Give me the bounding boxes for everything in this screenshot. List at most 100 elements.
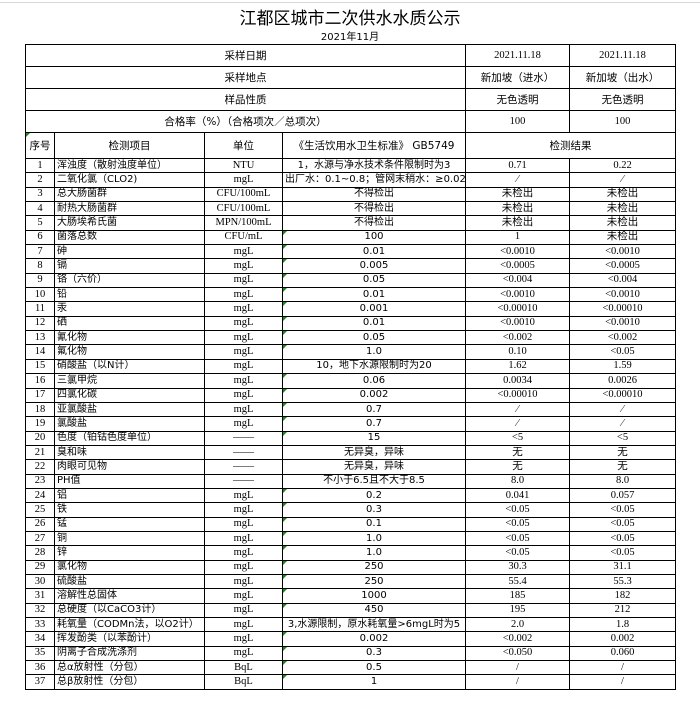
table-row: 20 色度（铂钴色度单位） —— 15 <5 <5 — [25, 430, 676, 446]
result-inlet: <0.0005 — [465, 258, 570, 274]
standard-limit: 0.01 — [282, 287, 466, 303]
result-outlet: / — [569, 674, 676, 690]
result-inlet: <0.0010 — [465, 244, 570, 260]
result-outlet: <0.05 — [569, 502, 676, 518]
result-inlet: 无 — [465, 444, 570, 461]
item-name: 铜 — [54, 530, 205, 547]
unit: —— — [204, 430, 283, 446]
standard-limit: 0.05 — [282, 330, 466, 346]
summary-row-pass-rate: 合格率（%）（合格项次／总项次） 100 100 — [25, 110, 676, 133]
summary-value-inlet: 新加坡（进水） — [465, 66, 570, 89]
result-outlet: <0.00010 — [569, 387, 676, 403]
table-row: 36 总α放射性（分包） BqL 0.5// — [25, 660, 676, 676]
unit: mgL — [204, 358, 283, 375]
table-row: 22 肉眼可见物 —— 无异臭，异味无无 — [25, 459, 676, 475]
summary-value-inlet: 2021.11.18 — [465, 44, 570, 67]
standard-limit: 0.001 — [282, 301, 466, 317]
item-name: 亚氯酸盐 — [54, 401, 205, 418]
row-number: 3 — [25, 186, 55, 203]
result-outlet: 0.057 — [569, 487, 676, 504]
standard-limit: 1.0 — [282, 545, 466, 561]
result-outlet: 0.22 — [569, 157, 676, 174]
row-number: 21 — [25, 444, 55, 461]
table-row: 8 镉 mgL 0.005 <0.0005 <0.0005 — [25, 258, 676, 274]
unit: mgL — [204, 401, 283, 418]
result-inlet: 8.0 — [465, 473, 570, 489]
item-name: 氟化物 — [54, 344, 205, 360]
table-row: 25 铁 mgL 0.3 <0.05 <0.05 — [25, 502, 676, 518]
table-row: 19 氯酸盐 mgL 0.7 ⁄ ⁄ — [25, 416, 676, 432]
standard-limit: 450 — [282, 602, 466, 619]
unit: mgL — [204, 602, 283, 619]
standard-limit: 1，水源与净水技术条件限制时为3 — [282, 157, 466, 174]
item-name: 臭和味 — [54, 444, 205, 461]
result-outlet: 31.1 — [569, 559, 676, 575]
standard-limit: 0.2 — [282, 487, 466, 504]
header-item: 检测项目 — [54, 132, 205, 159]
table-row: 35 阴离子合成洗涤剂 mgL 0.3 <0.050 0.060 — [25, 645, 676, 662]
row-number: 24 — [25, 487, 55, 504]
item-name: 砷 — [54, 244, 205, 260]
result-outlet: 182 — [569, 588, 676, 604]
result-outlet: ⁄ — [569, 401, 676, 418]
row-number: 1 — [25, 157, 55, 174]
row-number: 4 — [25, 201, 55, 217]
result-outlet: <0.05 — [569, 516, 676, 532]
table-row: 26 锰 mgL 0.1 <0.05 <0.05 — [25, 516, 676, 532]
standard-limit: 0.002 — [282, 387, 466, 403]
result-outlet: 55.3 — [569, 573, 676, 590]
row-number: 28 — [25, 545, 55, 561]
item-name: 总β放射性（分包） — [54, 674, 205, 690]
table-row: 27 铜 mgL 1.0 <0.05 <0.05 — [25, 530, 676, 547]
item-name: 耐热大肠菌群 — [54, 201, 205, 217]
result-inlet: <0.050 — [465, 645, 570, 662]
standard-limit: 0.5 — [282, 660, 466, 676]
item-name: 铬（六价） — [54, 272, 205, 289]
table-row: 23 PH值 —— 不小于6.5且不大于8.5 8.0 8.0 — [25, 473, 676, 489]
result-outlet: ⁄ — [569, 172, 676, 188]
standard-limit: 0.05 — [282, 272, 466, 289]
page-subtitle: 2021年11月 — [320, 32, 380, 43]
result-outlet: 0.0026 — [569, 373, 676, 389]
item-name: 浑浊度（散射浊度单位） — [54, 157, 205, 174]
item-name: 锌 — [54, 545, 205, 561]
summary-label: 采样地点 — [25, 66, 466, 89]
result-outlet: <0.0005 — [569, 258, 676, 274]
result-outlet: <0.002 — [569, 330, 676, 346]
summary-value-outlet: 100 — [569, 110, 676, 133]
item-name: 镉 — [54, 258, 205, 274]
row-number: 13 — [25, 330, 55, 346]
table-row: 4 耐热大肠菌群 CFU/100mL 不得检出 未检出 未检出 — [25, 201, 676, 217]
unit: mgL — [204, 487, 283, 504]
standard-limit: 出厂水：0.1~0.8；管网末稍水：≥0.02 — [282, 172, 466, 188]
row-number: 18 — [25, 401, 55, 418]
summary-label: 合格率（%）（合格项次／总项次） — [25, 110, 466, 133]
result-outlet: ⁄ — [569, 416, 676, 432]
row-number: 7 — [25, 244, 55, 260]
table-row: 2 二氧化氯（CLO2) mgL 出厂水：0.1~0.8；管网末稍水：≥0.02 ⁄ ⁄ — [25, 172, 676, 188]
standard-limit: 0.7 — [282, 401, 466, 418]
summary-value-outlet: 无色透明 — [569, 88, 676, 111]
standard-limit: 不得检出 — [282, 215, 466, 231]
result-inlet: 2.0 — [465, 616, 570, 633]
result-inlet: 0.0034 — [465, 373, 570, 389]
standard-limit: 0.002 — [282, 631, 466, 647]
item-name: 硝酸盐（以N计） — [54, 358, 205, 375]
item-name: 阴离子合成洗涤剂 — [54, 645, 205, 662]
table-row: 37 总β放射性（分包） BqL 1// — [25, 674, 676, 690]
result-outlet: <0.00010 — [569, 301, 676, 317]
row-number: 32 — [25, 602, 55, 619]
unit: NTU — [204, 157, 283, 174]
result-inlet: ⁄ — [465, 416, 570, 432]
unit: mgL — [204, 172, 283, 188]
unit: mgL — [204, 573, 283, 590]
result-outlet: 未检出 — [569, 186, 676, 203]
summary-row-date: 采样日期 2021.11.18 2021.11.18 — [25, 44, 676, 67]
item-name: 硫酸盐 — [54, 573, 205, 590]
item-name: 三氯甲烷 — [54, 373, 205, 389]
table-row: 24 铝 mgL 0.2 0.041 0.057 — [25, 487, 676, 504]
result-inlet: <0.0010 — [465, 315, 570, 332]
result-outlet: 8.0 — [569, 473, 676, 489]
result-outlet: <0.05 — [569, 344, 676, 360]
row-number: 17 — [25, 387, 55, 403]
